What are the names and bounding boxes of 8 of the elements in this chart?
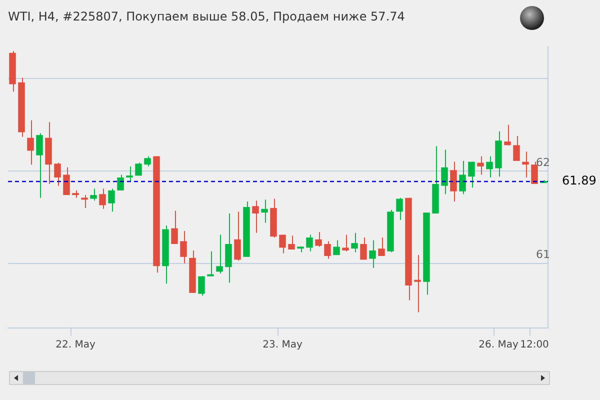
y-tick-label: 61	[536, 248, 550, 262]
chart-title: WTI, H4, #225807, Покупаем выше 58.05, Продаем ниже 57.74	[8, 9, 405, 24]
x-tick-label: 26. May	[478, 340, 518, 351]
ref-line-label: 61.89	[562, 174, 596, 188]
x-tick-label: 23. May	[262, 340, 302, 351]
x-tick-label: 22. May	[56, 340, 96, 351]
y-tick-label: 62	[536, 156, 550, 169]
x-tick-label: 12:00	[520, 340, 549, 351]
